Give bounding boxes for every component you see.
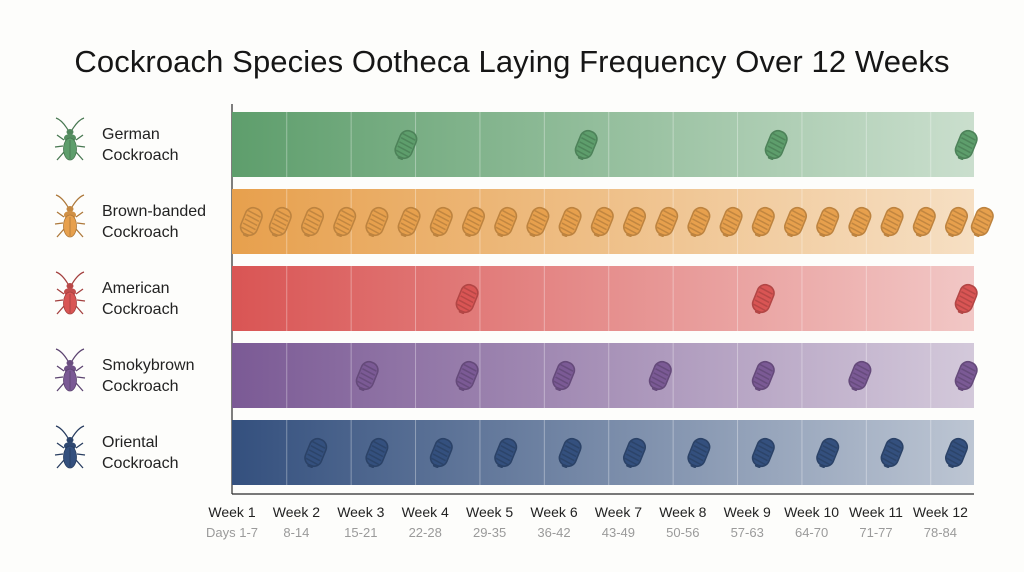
x-tick-sublabel: 57-63 <box>731 525 764 540</box>
series-label-line1: Smokybrown <box>102 357 194 374</box>
series-label-line2: Cockroach <box>102 455 178 472</box>
ootheca-marker <box>574 129 598 161</box>
x-tick-sublabel: 22-28 <box>409 525 442 540</box>
series-band-2 <box>232 189 994 254</box>
x-tick-label: Week 3 <box>337 504 384 520</box>
ootheca-marker <box>268 206 292 238</box>
series-band-5 <box>232 420 974 485</box>
ootheca-marker <box>552 360 576 392</box>
series-label-line1: German <box>102 126 160 143</box>
x-tick-label: Week 2 <box>273 504 320 520</box>
x-tick-sublabel: 64-70 <box>795 525 828 540</box>
ootheca-marker <box>751 437 775 469</box>
ootheca-marker <box>355 360 379 392</box>
x-tick-sublabel: 15-21 <box>344 525 377 540</box>
ootheca-marker <box>751 360 775 392</box>
ootheca-marker <box>687 206 711 238</box>
ootheca-marker <box>365 206 389 238</box>
x-tick-label: Week 1 <box>208 504 255 520</box>
ootheca-marker <box>648 360 672 392</box>
x-tick-label: Week 10 <box>784 504 839 520</box>
x-tick-label: Week 4 <box>402 504 449 520</box>
ootheca-marker <box>912 206 936 238</box>
purple-cockroach-icon <box>54 348 86 392</box>
ootheca-marker <box>239 206 263 238</box>
ootheca-marker <box>365 437 389 469</box>
x-tick-sublabel: 43-49 <box>602 525 635 540</box>
ootheca-marker <box>880 206 904 238</box>
ootheca-marker <box>429 206 453 238</box>
ootheca-marker <box>880 437 904 469</box>
series-band-1 <box>232 112 978 177</box>
series-label-line2: Cockroach <box>102 301 178 318</box>
series-label-line1: Oriental <box>102 434 158 451</box>
series-label-line2: Cockroach <box>102 224 178 241</box>
x-tick-sublabel: 50-56 <box>666 525 699 540</box>
ootheca-marker <box>764 129 788 161</box>
ootheca-marker <box>461 206 486 238</box>
series-label-line2: Cockroach <box>102 147 178 164</box>
series-band-3 <box>232 266 978 331</box>
series-label-line1: American <box>102 280 170 297</box>
series-band-rect <box>232 266 974 331</box>
ootheca-marker <box>848 360 872 392</box>
green-cockroach-icon <box>54 117 86 161</box>
x-tick-label: Week 12 <box>913 504 968 520</box>
series-band-4 <box>232 343 978 408</box>
ootheca-marker <box>751 206 775 238</box>
ootheca-marker <box>397 206 421 238</box>
ootheca-marker <box>944 437 969 469</box>
x-tick-sublabel: 78-84 <box>924 525 957 540</box>
ootheca-marker <box>300 206 325 238</box>
ootheca-marker <box>558 206 582 238</box>
ootheca-marker <box>816 206 840 238</box>
ootheca-marker <box>394 129 418 161</box>
ootheca-marker <box>954 283 978 315</box>
x-tick-label: Week 5 <box>466 504 513 520</box>
ootheca-marker <box>655 206 679 238</box>
ootheca-marker <box>622 206 647 238</box>
x-tick-sublabel: 36-42 <box>537 525 570 540</box>
ootheca-marker <box>455 360 479 392</box>
x-tick-label: Week 7 <box>595 504 642 520</box>
series-band-rect <box>232 420 974 485</box>
ootheca-marker <box>970 206 994 238</box>
x-tick-label: Week 11 <box>849 504 903 520</box>
ootheca-marker <box>848 206 872 238</box>
ootheca-marker <box>719 206 743 238</box>
series-label-line1: Brown-banded <box>102 203 206 220</box>
ootheca-marker <box>455 283 479 315</box>
x-tick-label: Week 9 <box>724 504 771 520</box>
x-tick-label: Week 8 <box>659 504 706 520</box>
ootheca-marker <box>954 360 978 392</box>
ootheca-marker <box>494 437 518 469</box>
ootheca-marker <box>687 437 711 469</box>
ootheca-marker <box>944 206 969 238</box>
series-label-line2: Cockroach <box>102 378 178 395</box>
ootheca-marker <box>783 206 808 238</box>
ootheca-marker <box>954 129 978 161</box>
ootheca-marker <box>558 437 582 469</box>
red-cockroach-icon <box>54 271 86 315</box>
chart-title: Cockroach Species Ootheca Laying Frequen… <box>74 44 950 79</box>
series-band-rect <box>232 112 974 177</box>
x-tick-sublabel: 29-35 <box>473 525 506 540</box>
navy-cockroach-icon <box>54 425 86 469</box>
ootheca-marker <box>304 437 328 469</box>
ootheca-marker <box>622 437 647 469</box>
orange-cockroach-icon <box>54 194 86 238</box>
x-tick-label: Week 6 <box>530 504 577 520</box>
ootheca-marker <box>333 206 357 238</box>
x-tick-sublabel: Days 1-7 <box>206 525 258 540</box>
ootheca-marker <box>429 437 453 469</box>
ootheca-marker <box>526 206 550 238</box>
x-tick-sublabel: 8-14 <box>283 525 309 540</box>
ootheca-marker <box>751 283 775 315</box>
ootheca-marker <box>494 206 518 238</box>
ootheca-marker <box>590 206 614 238</box>
x-tick-sublabel: 71-77 <box>859 525 892 540</box>
ootheca-marker <box>816 437 840 469</box>
